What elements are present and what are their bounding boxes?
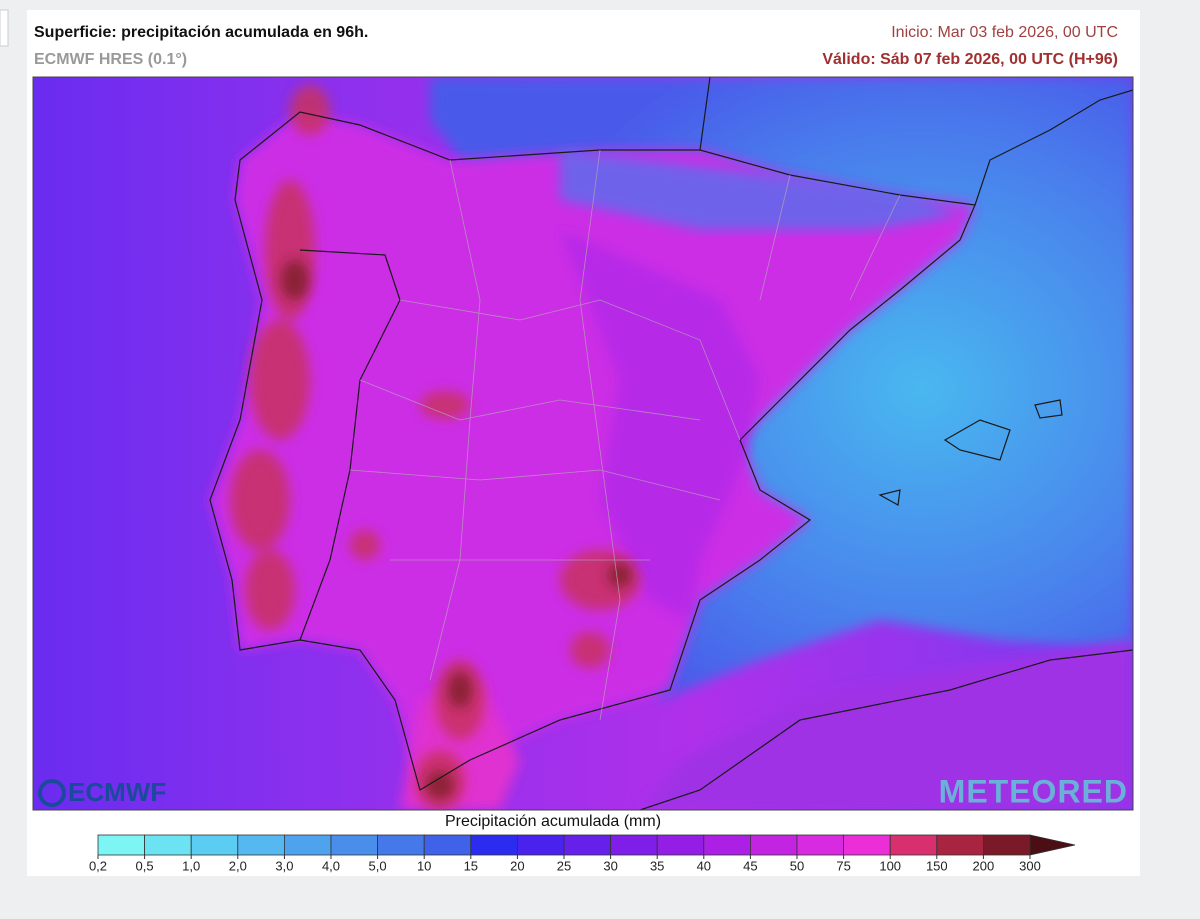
colorbar-over-arrow bbox=[1029, 834, 1076, 856]
logo-meteored: METEORED bbox=[939, 773, 1128, 809]
colorbar-segment bbox=[703, 834, 751, 856]
colorbar-tick-label: 3,0 bbox=[275, 858, 293, 873]
map bbox=[32, 76, 1134, 811]
colorbar-tick-label: 15 bbox=[464, 858, 478, 873]
colorbar-segment bbox=[144, 834, 192, 856]
valid-time: Válido: Sáb 07 feb 2026, 00 UTC (H+96) bbox=[822, 51, 1118, 68]
colorbar-segment bbox=[377, 834, 425, 856]
colorbar-segment bbox=[936, 834, 984, 856]
colorbar-segment bbox=[283, 834, 332, 856]
colorbar-tick-label: 300 bbox=[1019, 858, 1041, 873]
colorbar-tick-label: 4,0 bbox=[322, 858, 340, 873]
colorbar-segment bbox=[610, 834, 658, 856]
colorbar-segment bbox=[796, 834, 844, 856]
colorbar-tick-label: 30 bbox=[603, 858, 617, 873]
legend-title: Precipitación acumulada (mm) bbox=[445, 813, 661, 830]
colorbar-tick-label: 35 bbox=[650, 858, 664, 873]
logo-ecmwf: ECMWF bbox=[68, 777, 166, 807]
colorbar: 0,2 0,5 1,0 2,0 3,0 4,0 5,0 10 15 20 25 30 35 40 45 50 7… bbox=[89, 834, 1076, 873]
colorbar-tick-label: 50 bbox=[790, 858, 804, 873]
side-tab bbox=[0, 9, 9, 47]
colorbar-segment bbox=[330, 834, 378, 856]
colorbar-segment bbox=[656, 834, 705, 856]
colorbar-segment bbox=[517, 834, 565, 856]
colorbar-tick-label: 0,5 bbox=[136, 858, 154, 873]
colorbar-segment bbox=[423, 834, 472, 856]
ecmwf-logo: ECMWF bbox=[38, 777, 166, 807]
subtitle: ECMWF HRES (0.1°) bbox=[34, 51, 187, 68]
colorbar-tick-label: 200 bbox=[973, 858, 995, 873]
colorbar-segment bbox=[843, 834, 891, 856]
colorbar-segment bbox=[97, 834, 145, 856]
colorbar-segment bbox=[470, 834, 518, 856]
colorbar-segment bbox=[983, 834, 1031, 856]
colorbar-tick-label: 25 bbox=[557, 858, 571, 873]
colorbar-tick-label: 1,0 bbox=[182, 858, 200, 873]
colorbar-segment bbox=[750, 834, 798, 856]
colorbar-tick-label: 40 bbox=[697, 858, 711, 873]
colorbar-tick-label: 150 bbox=[926, 858, 948, 873]
init-time: Inicio: Mar 03 feb 2026, 00 UTC bbox=[891, 24, 1118, 41]
colorbar-segment bbox=[889, 834, 938, 856]
colorbar-tick-label: 0,2 bbox=[89, 858, 107, 873]
colorbar-segment bbox=[237, 834, 285, 856]
colorbar-tick-label: 75 bbox=[836, 858, 850, 873]
colorbar-tick-label: 10 bbox=[417, 858, 431, 873]
colorbar-tick-label: 20 bbox=[510, 858, 524, 873]
colorbar-tick-label: 5,0 bbox=[369, 858, 387, 873]
title: Superficie: precipitación acumulada en 9… bbox=[34, 24, 368, 41]
colorbar-tick-label: 45 bbox=[743, 858, 757, 873]
colorbar-segment bbox=[190, 834, 239, 856]
colorbar-tick-label: 100 bbox=[879, 858, 901, 873]
colorbar-segment bbox=[563, 834, 611, 856]
colorbar-tick-label: 2,0 bbox=[229, 858, 247, 873]
